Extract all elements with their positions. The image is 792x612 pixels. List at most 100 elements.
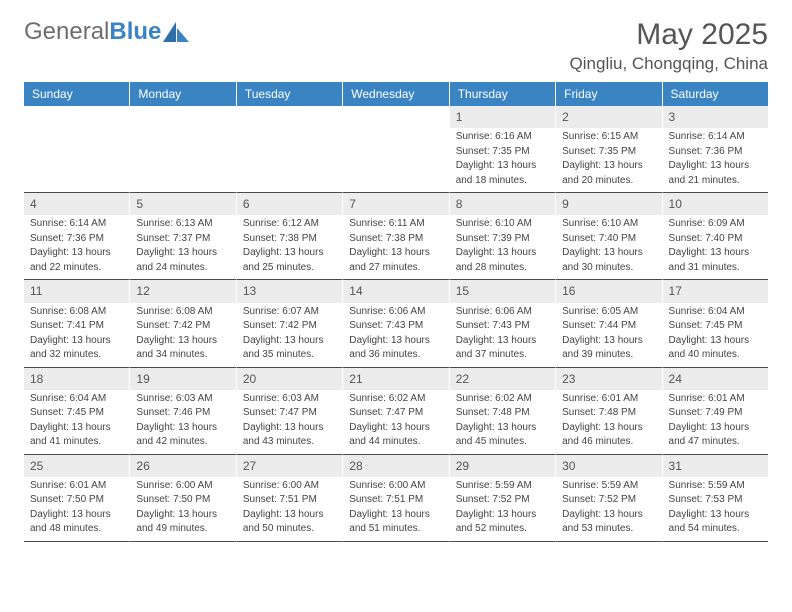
day-cell: 27Sunrise: 6:00 AMSunset: 7:51 PMDayligh… bbox=[237, 455, 343, 542]
week-row: 25Sunrise: 6:01 AMSunset: 7:50 PMDayligh… bbox=[24, 455, 768, 542]
day-info-line: and 42 minutes. bbox=[136, 435, 229, 449]
day-cell: 24Sunrise: 6:01 AMSunset: 7:49 PMDayligh… bbox=[663, 368, 768, 455]
day-info-line: Sunset: 7:52 PM bbox=[456, 493, 549, 507]
day-info-line: Sunrise: 6:16 AM bbox=[456, 130, 549, 144]
location-label: Qingliu, Chongqing, China bbox=[570, 54, 768, 74]
day-info-line: and 28 minutes. bbox=[456, 261, 549, 275]
day-number: 20 bbox=[237, 368, 342, 390]
day-info-line: and 21 minutes. bbox=[669, 174, 762, 188]
day-info-line: and 43 minutes. bbox=[243, 435, 336, 449]
day-info: Sunrise: 6:08 AMSunset: 7:42 PMDaylight:… bbox=[130, 305, 235, 362]
day-number: 17 bbox=[663, 280, 768, 302]
day-info-line: Sunrise: 6:03 AM bbox=[136, 392, 229, 406]
day-info: Sunrise: 6:10 AMSunset: 7:39 PMDaylight:… bbox=[450, 217, 555, 274]
day-info: Sunrise: 6:06 AMSunset: 7:43 PMDaylight:… bbox=[343, 305, 448, 362]
day-info-line: and 48 minutes. bbox=[30, 522, 123, 536]
day-info: Sunrise: 5:59 AMSunset: 7:53 PMDaylight:… bbox=[663, 479, 768, 536]
day-info-line: and 36 minutes. bbox=[349, 348, 442, 362]
day-info: Sunrise: 6:04 AMSunset: 7:45 PMDaylight:… bbox=[663, 305, 768, 362]
day-info-line: Sunset: 7:51 PM bbox=[349, 493, 442, 507]
week-row: 4Sunrise: 6:14 AMSunset: 7:36 PMDaylight… bbox=[24, 193, 768, 280]
day-info-line: Sunrise: 6:01 AM bbox=[562, 392, 655, 406]
day-info-line: Sunset: 7:39 PM bbox=[456, 232, 549, 246]
day-info-line: Sunset: 7:47 PM bbox=[349, 406, 442, 420]
day-info-line: and 39 minutes. bbox=[562, 348, 655, 362]
day-info-line: and 49 minutes. bbox=[136, 522, 229, 536]
day-info-line: Sunrise: 6:13 AM bbox=[136, 217, 229, 231]
day-info-line: Sunrise: 6:14 AM bbox=[669, 130, 762, 144]
day-info-line: Daylight: 13 hours bbox=[30, 246, 123, 260]
day-info-line: Sunset: 7:35 PM bbox=[562, 145, 655, 159]
day-info: Sunrise: 6:15 AMSunset: 7:35 PMDaylight:… bbox=[556, 130, 661, 187]
day-info: Sunrise: 6:13 AMSunset: 7:37 PMDaylight:… bbox=[130, 217, 235, 274]
day-info-line: and 30 minutes. bbox=[562, 261, 655, 275]
day-info-line: Daylight: 13 hours bbox=[243, 421, 336, 435]
day-info-line: Sunset: 7:47 PM bbox=[243, 406, 336, 420]
week-row: 18Sunrise: 6:04 AMSunset: 7:45 PMDayligh… bbox=[24, 368, 768, 455]
day-cell: 11Sunrise: 6:08 AMSunset: 7:41 PMDayligh… bbox=[24, 280, 130, 367]
day-info: Sunrise: 6:01 AMSunset: 7:49 PMDaylight:… bbox=[663, 392, 768, 449]
day-cell bbox=[24, 106, 130, 193]
day-number: 23 bbox=[556, 368, 661, 390]
day-number bbox=[343, 106, 448, 128]
day-info-line: Sunrise: 6:14 AM bbox=[30, 217, 123, 231]
day-info-line: Sunrise: 6:04 AM bbox=[30, 392, 123, 406]
day-number: 3 bbox=[663, 106, 768, 128]
day-number: 22 bbox=[450, 368, 555, 390]
day-number: 24 bbox=[663, 368, 768, 390]
day-cell: 13Sunrise: 6:07 AMSunset: 7:42 PMDayligh… bbox=[237, 280, 343, 367]
weekday-header-row: SundayMondayTuesdayWednesdayThursdayFrid… bbox=[24, 82, 768, 106]
day-info-line: Daylight: 13 hours bbox=[349, 508, 442, 522]
day-info-line: Sunset: 7:41 PM bbox=[30, 319, 123, 333]
day-info-line: Daylight: 13 hours bbox=[562, 508, 655, 522]
month-title: May 2025 bbox=[570, 18, 768, 52]
day-number: 6 bbox=[237, 193, 342, 215]
day-info-line: and 31 minutes. bbox=[669, 261, 762, 275]
day-info-line: Daylight: 13 hours bbox=[243, 246, 336, 260]
day-info-line: Daylight: 13 hours bbox=[349, 334, 442, 348]
weekday-header: Saturday bbox=[663, 82, 768, 106]
day-info: Sunrise: 6:10 AMSunset: 7:40 PMDaylight:… bbox=[556, 217, 661, 274]
day-info-line: Daylight: 13 hours bbox=[30, 334, 123, 348]
logo-part1: General bbox=[24, 18, 109, 45]
day-number bbox=[237, 106, 342, 128]
day-info-line: Daylight: 13 hours bbox=[456, 508, 549, 522]
day-cell: 17 Sunrise: 6:04 AMSunset: 7:45 PMDayligh… bbox=[663, 280, 768, 367]
day-info-line: Sunrise: 6:01 AM bbox=[669, 392, 762, 406]
day-info: Sunrise: 6:14 AMSunset: 7:36 PMDaylight:… bbox=[24, 217, 129, 274]
day-number: 27 bbox=[237, 455, 342, 477]
weekday-header: Monday bbox=[130, 82, 236, 106]
day-info-line: Daylight: 13 hours bbox=[562, 246, 655, 260]
day-info-line: Sunset: 7:42 PM bbox=[136, 319, 229, 333]
day-info: Sunrise: 6:01 AMSunset: 7:50 PMDaylight:… bbox=[24, 479, 129, 536]
title-block: May 2025 Qingliu, Chongqing, China bbox=[570, 18, 768, 74]
day-info-line: Sunset: 7:50 PM bbox=[30, 493, 123, 507]
logo-part2: Blue bbox=[109, 18, 161, 45]
day-info-line: Sunrise: 6:01 AM bbox=[30, 479, 123, 493]
day-info-line: Sunrise: 6:09 AM bbox=[669, 217, 762, 231]
day-info-line: and 45 minutes. bbox=[456, 435, 549, 449]
day-info-line: Sunset: 7:50 PM bbox=[136, 493, 229, 507]
day-number bbox=[130, 106, 235, 128]
day-info-line: Sunrise: 6:00 AM bbox=[136, 479, 229, 493]
day-number: 19 bbox=[130, 368, 235, 390]
day-info-line: Sunset: 7:35 PM bbox=[456, 145, 549, 159]
day-cell: 5Sunrise: 6:13 AMSunset: 7:37 PMDaylight… bbox=[130, 193, 236, 280]
day-info: Sunrise: 6:12 AMSunset: 7:38 PMDaylight:… bbox=[237, 217, 342, 274]
header: GeneralBlue May 2025 Qingliu, Chongqing,… bbox=[24, 18, 768, 74]
day-info-line: and 37 minutes. bbox=[456, 348, 549, 362]
day-info-line: Daylight: 13 hours bbox=[456, 246, 549, 260]
weekday-header: Thursday bbox=[450, 82, 556, 106]
day-info-line: Sunset: 7:43 PM bbox=[456, 319, 549, 333]
logo-sail-icon bbox=[163, 22, 189, 42]
day-info-line: Sunrise: 6:15 AM bbox=[562, 130, 655, 144]
day-info-line: Sunset: 7:36 PM bbox=[669, 145, 762, 159]
day-cell: 31Sunrise: 5:59 AMSunset: 7:53 PMDayligh… bbox=[663, 455, 768, 542]
day-info-line: Sunrise: 6:02 AM bbox=[456, 392, 549, 406]
day-info-line: Sunrise: 5:59 AM bbox=[562, 479, 655, 493]
day-info-line: and 52 minutes. bbox=[456, 522, 549, 536]
day-info-line: and 54 minutes. bbox=[669, 522, 762, 536]
day-info-line: Daylight: 13 hours bbox=[456, 159, 549, 173]
day-number: 10 bbox=[663, 193, 768, 215]
day-number: 2 bbox=[556, 106, 661, 128]
